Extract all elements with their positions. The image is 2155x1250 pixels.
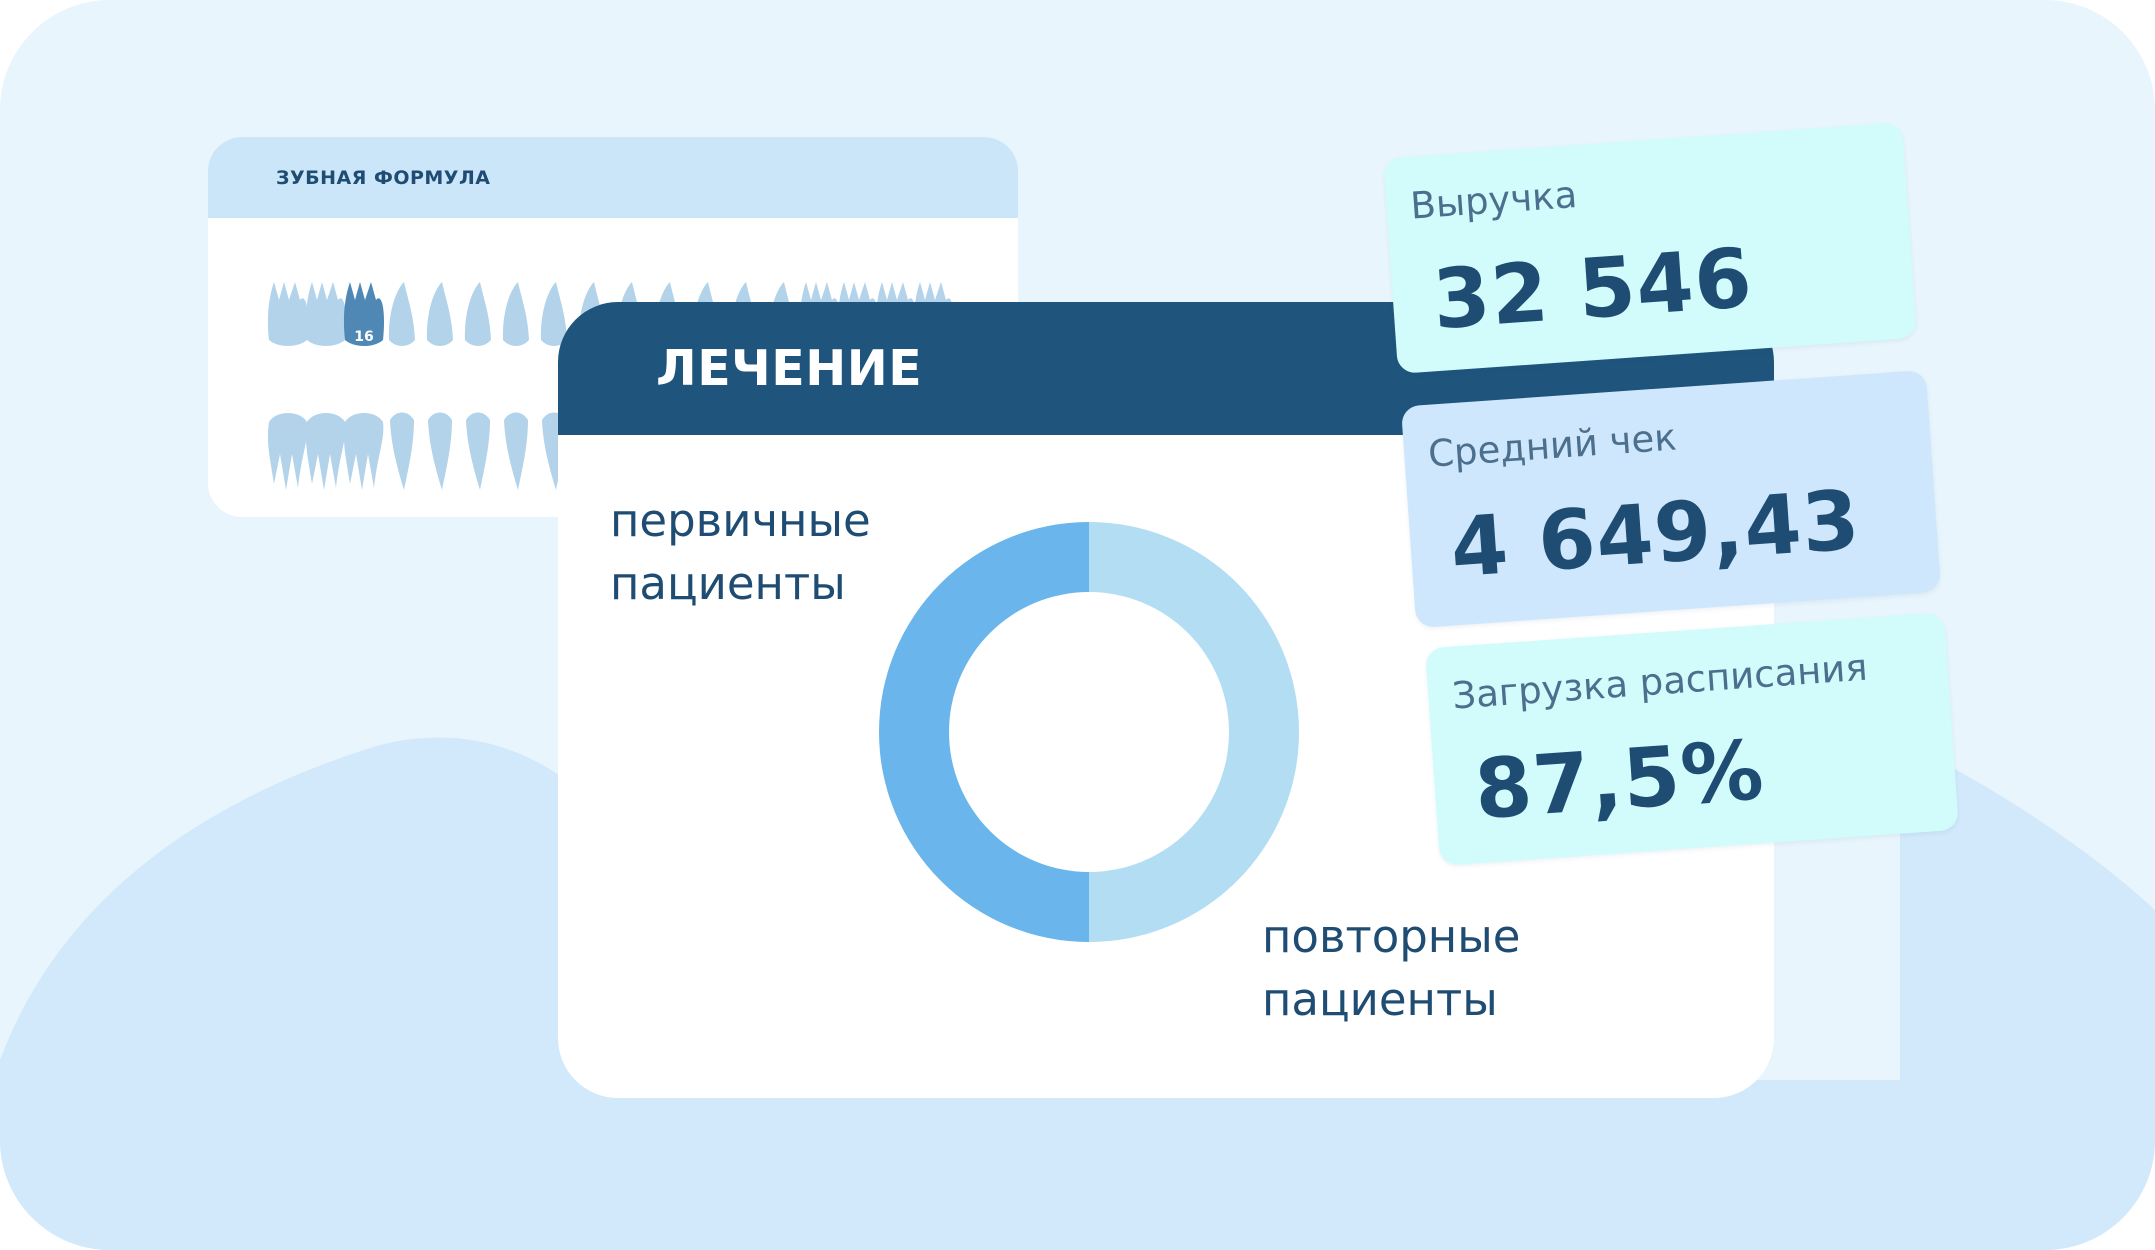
patients-donut-chart (879, 522, 1299, 942)
treatment-title: ЛЕЧЕНИЕ (656, 340, 923, 397)
tooth-16-label: 16 (354, 329, 373, 345)
tooth-upper[interactable] (464, 282, 491, 346)
tooth-upper[interactable] (502, 282, 529, 346)
kpi-average-check-value: 4 649,43 (1447, 472, 1864, 597)
legend-repeat-line2: пациенты (1262, 973, 1498, 1026)
donut-segment-primary (879, 522, 1089, 942)
kpi-revenue-card: Выручка 32 546 (1383, 122, 1917, 374)
tooth-lower[interactable] (305, 413, 346, 490)
kpi-schedule-load-label: Загрузка расписания (1450, 645, 1869, 718)
tooth-upper[interactable] (267, 282, 309, 346)
kpi-schedule-load-value: 87,5% (1471, 723, 1768, 839)
kpi-average-check-label: Средний чек (1426, 415, 1678, 476)
tooth-lower[interactable] (504, 412, 528, 491)
tooth-lower[interactable] (428, 412, 452, 491)
legend-repeat-line1: повторные (1262, 910, 1521, 963)
legend-repeat-patients: повторные пациенты (1262, 905, 1520, 1031)
tooth-lower[interactable] (390, 412, 414, 491)
tooth-lower[interactable] (343, 413, 384, 490)
tooth-upper[interactable] (305, 282, 347, 346)
tooth-upper[interactable] (388, 282, 415, 346)
tooth-upper[interactable] (426, 282, 453, 346)
kpi-schedule-load-card: Загрузка расписания 87,5% (1425, 612, 1959, 866)
donut-segment-repeat (1089, 522, 1299, 942)
kpi-revenue-value: 32 546 (1429, 231, 1756, 349)
dental-formula-title: ЗУБНАЯ ФОРМУЛА (276, 166, 491, 189)
kpi-average-check-card: Средний чек 4 649,43 (1400, 369, 1942, 629)
kpi-revenue-label: Выручка (1408, 173, 1579, 228)
legend-primary-line2: пациенты (610, 557, 846, 610)
dental-formula-header: ЗУБНАЯ ФОРМУЛА (208, 137, 1018, 218)
tooth-16[interactable] (343, 282, 385, 346)
tooth-lower[interactable] (466, 412, 490, 491)
tooth-upper[interactable] (540, 282, 567, 346)
legend-primary-patients: первичные пациенты (610, 489, 871, 615)
tooth-lower[interactable] (267, 413, 308, 490)
legend-primary-line1: первичные (610, 494, 871, 547)
